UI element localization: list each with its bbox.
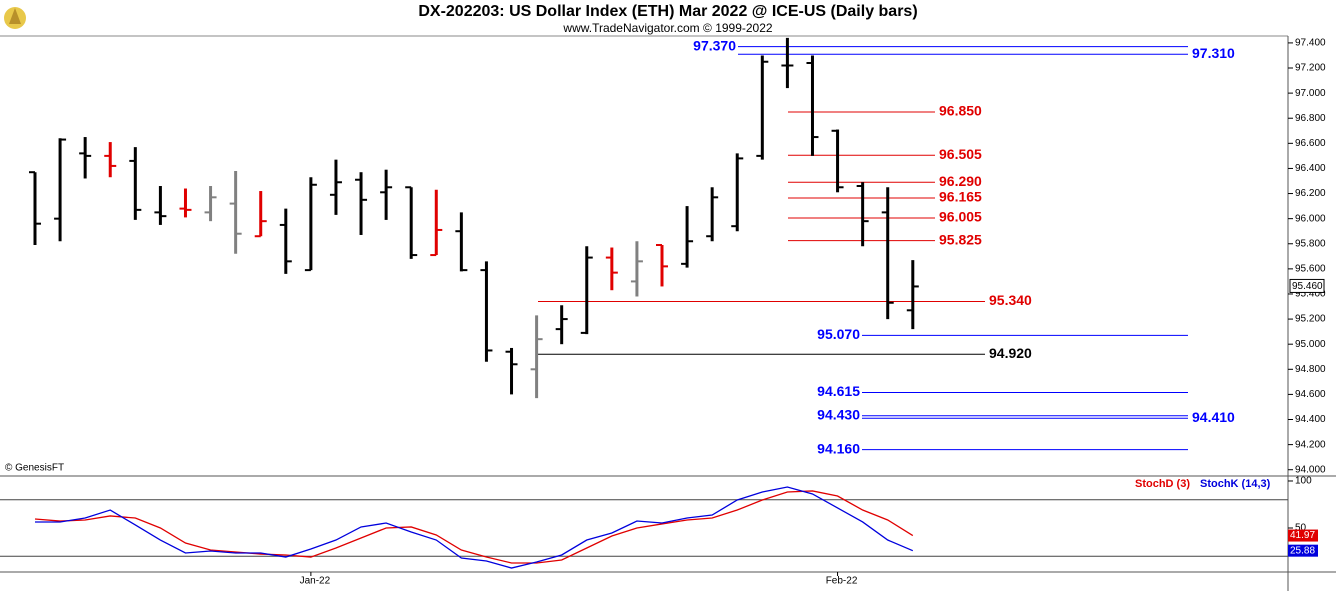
y-tick-label: 95.000 xyxy=(1295,339,1326,350)
level-label: 97.310 xyxy=(1192,45,1235,61)
y-tick-label: 96.200 xyxy=(1295,188,1326,199)
logo xyxy=(4,7,26,29)
y-tick-label: 95.800 xyxy=(1295,238,1326,249)
level-label: 96.850 xyxy=(939,103,982,119)
y-tick-label: 97.000 xyxy=(1295,88,1326,99)
y-tick-label: 100 xyxy=(1295,476,1312,487)
level-label: 96.505 xyxy=(939,146,982,162)
chart-subtitle: www.TradeNavigator.com © 1999-2022 xyxy=(562,21,772,35)
level-label: 95.825 xyxy=(939,231,982,247)
last-value-box xyxy=(1288,529,1318,542)
y-tick-label: 94.400 xyxy=(1295,414,1326,425)
y-tick-label: 95.200 xyxy=(1295,314,1326,325)
y-tick-label: 96.800 xyxy=(1295,113,1326,124)
y-tick-label: 95.400 xyxy=(1295,289,1326,300)
y-tick-label: 97.200 xyxy=(1295,63,1326,74)
level-label: 94.430 xyxy=(817,406,860,422)
level-label: 94.410 xyxy=(1192,409,1235,425)
chart-title: DX-202203: US Dollar Index (ETH) Mar 202… xyxy=(418,3,917,20)
level-label: 94.920 xyxy=(989,345,1032,361)
x-tick-label: Jan-22 xyxy=(300,576,331,587)
last-price-box xyxy=(1289,278,1325,293)
level-label: 94.615 xyxy=(817,383,860,399)
level-label: 96.290 xyxy=(939,173,982,189)
credit: © GenesisFT xyxy=(5,463,64,474)
last-value-label: 25.88 xyxy=(1290,545,1315,556)
y-tick-label: 50 xyxy=(1295,523,1307,534)
y-tick-label: 94.200 xyxy=(1295,439,1326,450)
last-value-label: 41.97 xyxy=(1290,530,1315,541)
y-tick-label: 95.600 xyxy=(1295,264,1326,275)
y-tick-label: 96.400 xyxy=(1295,163,1326,174)
level-label: 95.070 xyxy=(817,326,860,342)
level-label: 95.340 xyxy=(989,292,1032,308)
last-value-box xyxy=(1288,544,1318,557)
y-tick-label: 94.800 xyxy=(1295,364,1326,375)
legend-entry: StochD (3) xyxy=(1135,478,1190,490)
legend-entry: StochK (14,3) xyxy=(1200,478,1271,490)
stoch-line xyxy=(35,486,914,569)
x-tick-label: Feb-22 xyxy=(826,576,858,587)
y-tick-label: 97.400 xyxy=(1295,38,1326,49)
stoch-line xyxy=(34,490,914,564)
last-price-label: 95.460 xyxy=(1292,281,1323,292)
level-label: 97.370 xyxy=(693,37,736,53)
y-tick-label: 96.600 xyxy=(1295,138,1326,149)
y-tick-label: 96.000 xyxy=(1295,213,1326,224)
level-label: 96.005 xyxy=(939,209,982,225)
level-label: 94.160 xyxy=(817,440,860,456)
level-label: 96.165 xyxy=(939,189,982,205)
y-tick-label: 94.600 xyxy=(1295,389,1326,400)
y-tick-label: 94.000 xyxy=(1295,464,1326,475)
